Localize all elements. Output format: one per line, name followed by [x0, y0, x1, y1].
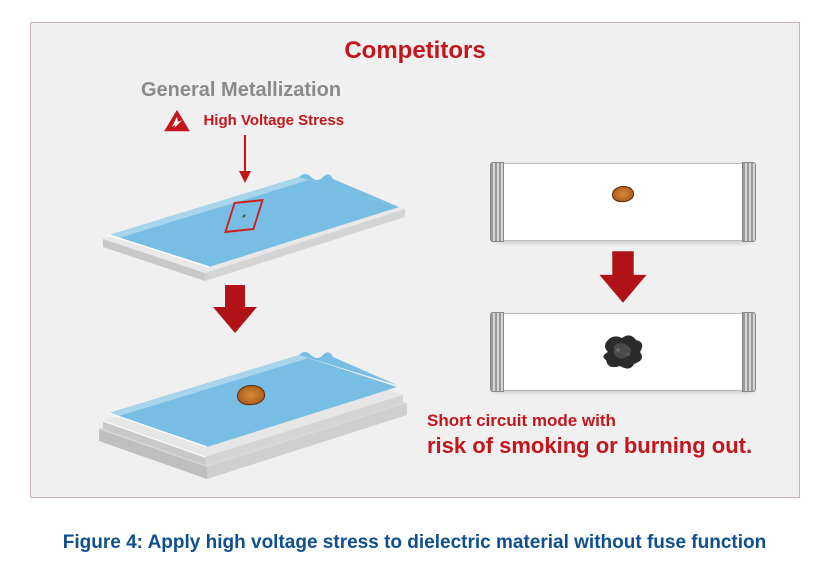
capacitor-endcap-right: [742, 312, 756, 392]
capacitor-after: [493, 313, 753, 391]
figure-caption: Figure 4: Apply high voltage stress to d…: [0, 532, 829, 554]
capacitor-endcap-left: [490, 312, 504, 392]
capacitor-before: [493, 163, 753, 241]
sequence-arrow-right-icon: [593, 247, 653, 312]
short-line2: risk of smoking or burning out.: [427, 433, 752, 459]
diagram-panel: Competitors General Metallization High V…: [30, 22, 800, 498]
short-circuit-text: Short circuit mode with risk of smoking …: [427, 411, 752, 459]
capacitor-endcap-right: [742, 162, 756, 242]
capacitor-endcap-left: [490, 162, 504, 242]
film-single: [93, 157, 413, 287]
short-line1: Short circuit mode with: [427, 411, 752, 431]
hvs-group: High Voltage Stress: [163, 109, 344, 133]
burn-spot-cap-small: [611, 185, 634, 203]
film-stack: [93, 333, 413, 483]
burn-blob-large: [600, 332, 646, 370]
hvs-label: High Voltage Stress: [203, 112, 344, 129]
panel-title: Competitors: [31, 37, 799, 65]
warning-triangle-icon: [163, 109, 191, 133]
panel-subtitle: General Metallization: [141, 79, 341, 102]
